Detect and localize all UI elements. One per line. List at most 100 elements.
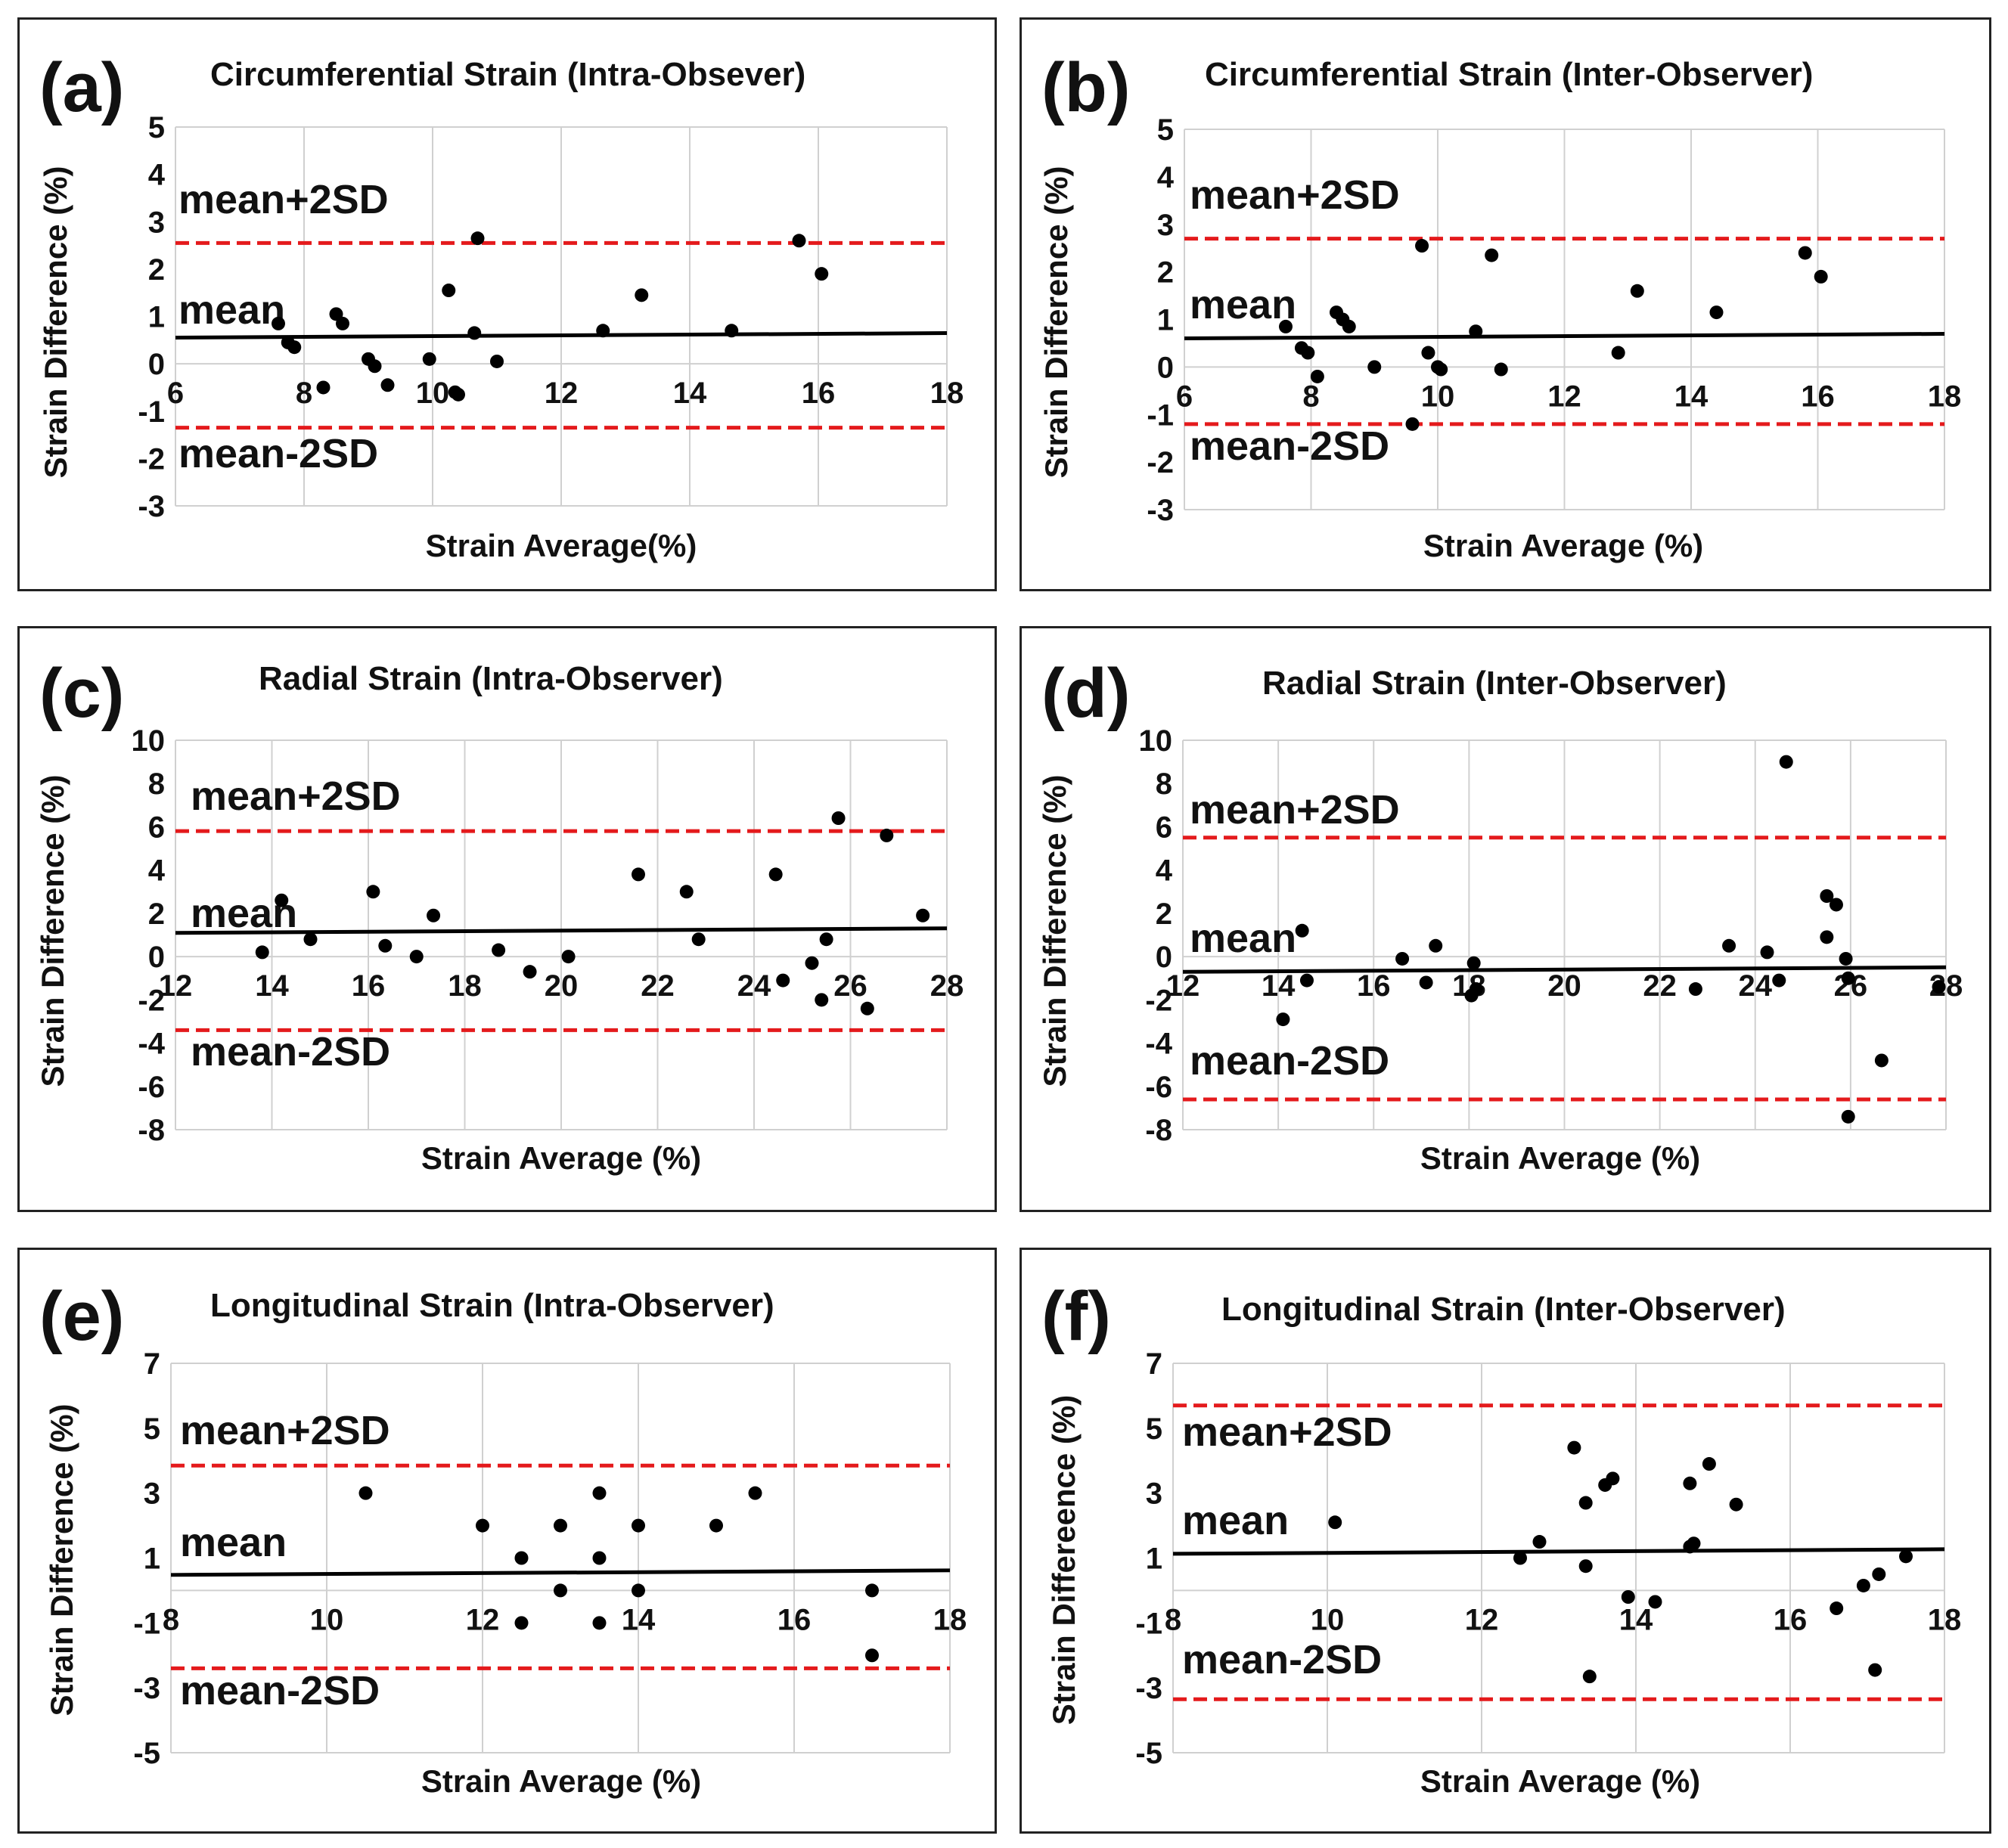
y-tick-label: -8 [1145,1114,1172,1147]
mean-label: mean [1182,1498,1289,1543]
x-tick-label: 8 [1302,380,1319,413]
x-tick-label: 8 [163,1603,179,1636]
data-point [860,1001,874,1015]
y-axis-label: Strain Difference (%) [1037,774,1072,1087]
data-point [1279,319,1293,333]
data-point [691,932,706,947]
data-point [1405,417,1420,431]
data-point [1466,956,1481,970]
y-tick-label: 5 [144,1412,160,1446]
lower-limit-label: mean-2SD [1182,1637,1382,1682]
y-tick-label: 0 [1157,351,1174,384]
data-point [819,932,833,947]
x-tick-label: 10 [416,377,450,410]
y-tick-label: 2 [1156,898,1172,931]
y-tick-label: 1 [1157,304,1174,337]
x-axis-label: Strain Average (%) [421,1140,701,1176]
y-tick-label: 1 [144,1543,160,1576]
data-point [725,324,739,338]
data-point [422,352,436,366]
y-tick-label: 3 [1157,209,1174,242]
x-tick-label: 24 [1739,969,1773,1003]
panel-letter: (a) [39,49,125,126]
data-point [1820,930,1834,944]
data-point [792,234,806,248]
data-point [358,1486,373,1500]
data-point [1688,982,1702,997]
data-point [336,316,349,330]
y-tick-label: 1 [148,301,165,334]
x-tick-label: 12 [159,969,193,1003]
y-tick-label: -3 [138,490,165,523]
mean-line [170,1568,951,1577]
plot-area: 7 5 3 1 -1 -3 -5 8 10 12 14 16 18 mean+2SD mean mean-2S… [1046,1347,1961,1799]
data-point [592,1486,607,1500]
upper-limit-label: mean+2SD [1182,1409,1392,1455]
data-point [1395,951,1410,966]
y-tick-label: 4 [148,854,166,888]
data-point [865,1583,879,1598]
chart-panel-f: (f) Longitudinal Strain (Inter-Observer)… [1020,1248,1991,1834]
data-point [442,284,456,298]
y-axis-label: Strain Difference (%) [35,774,70,1087]
chart-panel-c: (c) Radial Strain (Intra-Observer) 10 8 6 4… [17,626,997,1212]
data-point [476,1518,489,1533]
data-point [1606,1471,1620,1486]
y-tick-label: 4 [1156,854,1173,888]
data-point [467,326,482,340]
x-tick-label: 16 [802,377,836,410]
y-axis-label: Strain Difference (%) [44,1403,79,1716]
data-point [1415,239,1429,253]
y-tick-label: 7 [1146,1347,1162,1381]
x-axis-label: Strain Average (%) [1420,1763,1700,1799]
data-point [1469,324,1483,339]
data-point [1648,1595,1662,1609]
data-point [709,1518,723,1533]
data-point [865,1648,879,1663]
data-point [1760,945,1774,960]
upper-limit-label: mean+2SD [1190,787,1400,833]
x-tick-label: 6 [167,377,184,410]
data-point [409,950,424,964]
chart-panel-a: (a) Circumferential Strain (Intra-Obseve… [17,17,997,591]
chart-panel-b: (b) Circumferential Strain (Inter-Observ… [1020,17,1991,591]
x-axis-label: Strain Average (%) [421,1763,701,1799]
y-tick-label: 3 [144,1477,160,1511]
y-tick-label: 2 [1157,256,1174,290]
y-tick-label: -2 [138,442,165,476]
data-point [1856,1578,1870,1592]
data-point [1328,1515,1342,1530]
data-point [490,354,504,368]
chart-title: Radial Strain (Inter-Observer) [1262,665,1727,702]
lower-limit-label: mean-2SD [1190,1038,1389,1084]
data-point [470,231,485,246]
y-tick-label: -5 [1135,1737,1162,1770]
y-tick-label: 4 [148,159,166,192]
y-tick-label: 6 [1156,811,1172,844]
x-tick-label: 18 [448,969,482,1003]
data-point [1709,305,1724,320]
chart-title: Longitudinal Strain (Intra-Observer) [210,1287,774,1324]
data-point [523,965,537,979]
mean-line [175,331,948,340]
x-tick-label: 14 [1674,380,1709,413]
data-point [831,811,846,825]
x-tick-label: 12 [1547,380,1581,413]
data-point [632,867,645,882]
x-tick-label: 14 [1619,1603,1653,1636]
mean-line [1182,965,1947,974]
data-point [1841,971,1855,985]
data-point [815,993,829,1007]
data-point [1494,362,1508,377]
data-point [514,1551,529,1565]
panel-letter: (b) [1041,49,1131,126]
y-tick-label: -4 [1145,1028,1172,1061]
y-tick-label: -1 [1147,398,1174,432]
data-point [1829,898,1843,912]
data-point [1295,923,1309,938]
data-point [1621,1590,1635,1604]
y-tick-label: 2 [148,253,165,287]
